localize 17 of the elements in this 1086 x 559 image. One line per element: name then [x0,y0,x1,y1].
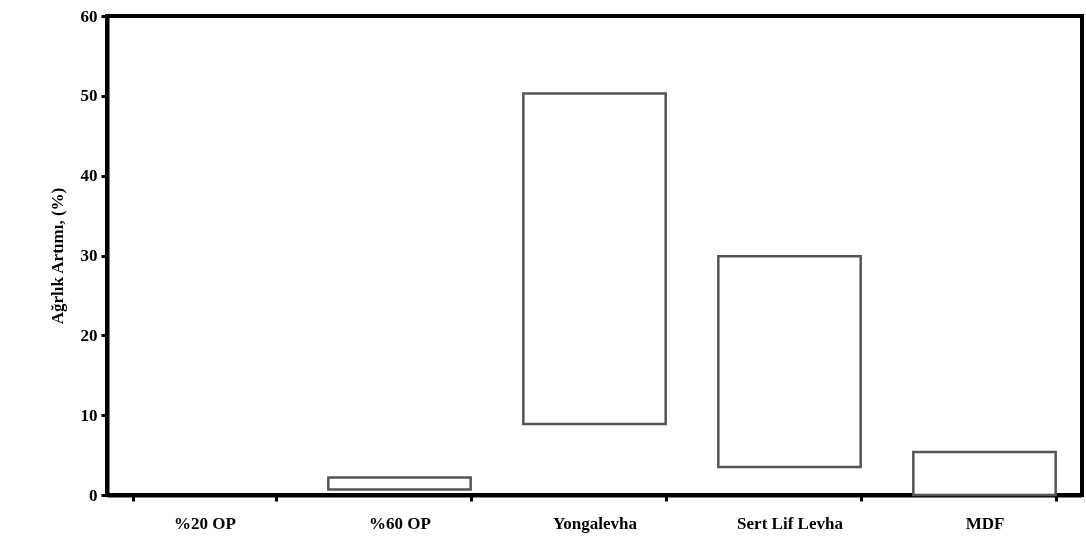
x-tick-label: %20 OP [174,513,236,533]
x-tick-label: MDF [965,513,1005,533]
y-axis-title: Ağrlık Artımı, (%) [47,187,67,325]
x-tick-label: %60 OP [369,513,431,533]
y-tick-label: 0 [89,485,98,505]
bar [912,450,1057,497]
x-tick-label: Sert Lif Levha [737,513,844,533]
y-tick-label: 50 [80,86,98,106]
y-tick-label: 20 [80,325,98,345]
y-tick-label: 40 [80,166,98,186]
y-tick-label: 30 [80,246,98,265]
y-tick-label: 60 [80,6,98,26]
bar [327,476,472,491]
x-tick-label: Yongalevha [552,513,638,533]
bar [717,255,862,469]
bar [522,92,667,426]
y-tick-label: 10 [80,405,98,425]
